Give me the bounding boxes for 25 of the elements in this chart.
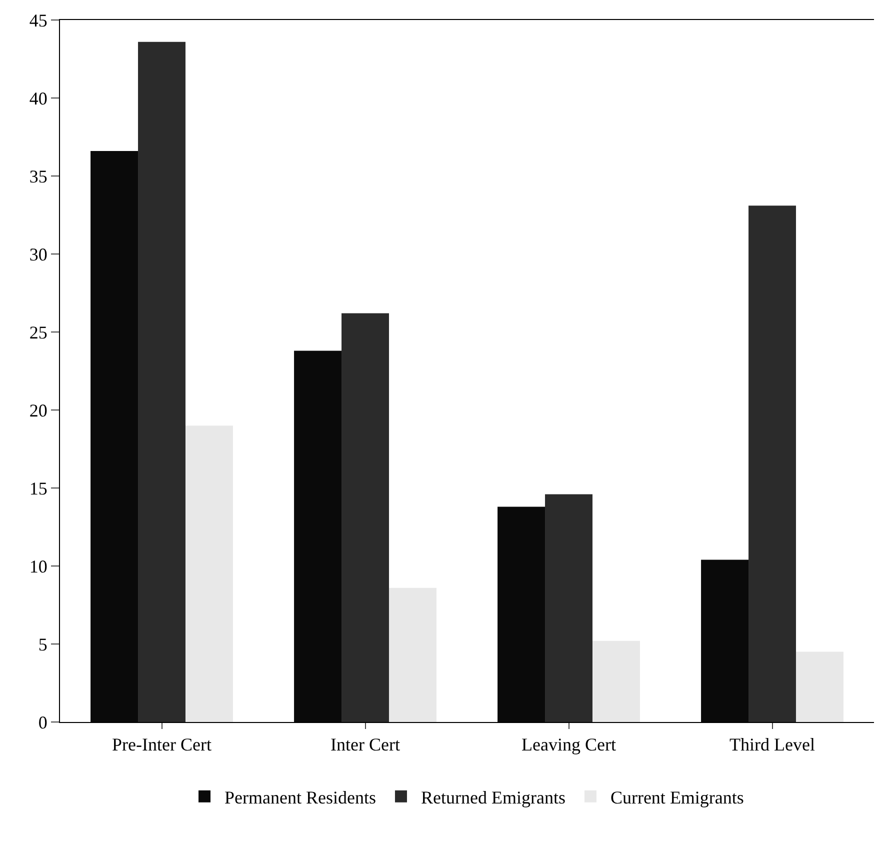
bar (138, 42, 186, 722)
x-tick-label: Leaving Cert (522, 734, 616, 755)
y-tick-label: 15 (29, 478, 48, 498)
legend-label: Returned Emigrants (420, 787, 566, 808)
x-tick-label: Third Level (730, 734, 815, 755)
y-tick-label: 40 (29, 88, 48, 108)
bar (545, 494, 592, 722)
bar (185, 426, 233, 722)
y-tick-label: 25 (29, 322, 48, 342)
y-tick-label: 45 (29, 10, 48, 30)
y-tick-label: 0 (38, 712, 48, 732)
legend-label: Current Emigrants (610, 787, 744, 808)
x-tick-label: Pre-Inter Cert (112, 734, 212, 755)
bar (342, 313, 389, 722)
y-tick-label: 5 (38, 634, 48, 654)
bar (592, 640, 640, 722)
bar (748, 206, 796, 722)
bar (796, 652, 844, 722)
x-tick-label: Inter Cert (330, 734, 400, 755)
y-tick-label: 10 (29, 556, 48, 576)
y-tick-label: 20 (29, 400, 48, 420)
y-tick-label: 35 (29, 166, 48, 186)
bar (388, 588, 436, 722)
y-tick-label: 30 (29, 244, 48, 264)
legend-label: Permanent Residents (224, 787, 376, 808)
